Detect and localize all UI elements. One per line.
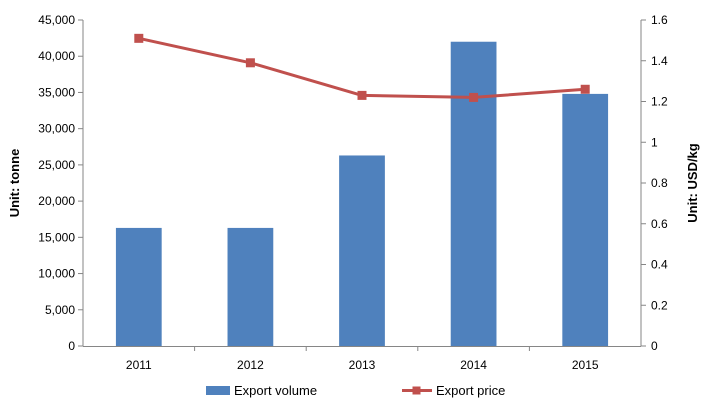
line-series: [134, 33, 590, 102]
legend-swatch-export-volume: [206, 386, 230, 395]
y-axis-right-title: Unit: USD/kg: [685, 143, 700, 223]
point-export-price: [469, 92, 479, 102]
y-axis-left-title: Unit: tonne: [7, 149, 22, 218]
y-right-tick-label: 1.6: [651, 13, 668, 27]
x-tick-label: 2015: [572, 358, 599, 372]
y-right-tick-label: 0: [651, 339, 658, 353]
point-export-price: [357, 90, 367, 100]
left-axis-ticks: 0 5,000 10,000 15,000 20,000 25,000 30,000 35,0…: [38, 13, 83, 353]
point-export-price: [134, 33, 144, 43]
y-left-tick-label: 5,000: [45, 303, 75, 317]
y-right-tick-label: 1.4: [651, 54, 668, 68]
bar-export-volume: [115, 227, 162, 346]
y-left-tick-label: 0: [68, 339, 75, 353]
x-tick-label: 2013: [349, 358, 376, 372]
y-left-tick-label: 35,000: [38, 85, 75, 99]
legend-label-export-volume: Export volume: [234, 383, 317, 398]
y-left-tick-label: 25,000: [38, 158, 75, 172]
y-right-tick-label: 0.4: [651, 258, 668, 272]
bar-export-volume: [339, 155, 385, 346]
bar-series: [115, 41, 609, 346]
line-export-price: [138, 36, 586, 99]
x-axis-ticks: 2011 2012 2013 2014 2015: [126, 346, 599, 372]
y-left-tick-label: 40,000: [38, 49, 75, 63]
y-left-tick-label: 15,000: [38, 230, 75, 244]
y-left-tick-label: 10,000: [38, 267, 75, 281]
bar-export-volume: [227, 227, 274, 346]
y-right-tick-label: 1.2: [651, 95, 668, 109]
legend-label-export-price: Export price: [436, 383, 505, 398]
y-right-tick-label: 0.8: [651, 176, 668, 190]
y-right-tick-label: 0.6: [651, 217, 668, 231]
x-tick-label: 2012: [237, 358, 264, 372]
bar-export-volume: [562, 93, 609, 346]
y-left-tick-label: 20,000: [38, 194, 75, 208]
x-tick-label: 2011: [126, 358, 152, 372]
legend: Export volume Export price: [206, 383, 505, 398]
y-left-tick-label: 30,000: [38, 122, 75, 136]
y-right-tick-label: 0.2: [651, 298, 668, 312]
y-left-tick-label: 45,000: [38, 13, 75, 27]
axes: [82, 20, 642, 347]
y-right-tick-label: 1: [651, 135, 658, 149]
legend-swatch-export-price-marker: [412, 386, 421, 395]
point-export-price: [245, 58, 255, 68]
bar-export-volume: [450, 41, 497, 346]
right-axis-ticks: 0 0.2 0.4 0.6 0.8 1 1.2 1.4 1.6: [641, 13, 668, 353]
x-tick-label: 2014: [460, 358, 487, 372]
point-export-price: [580, 84, 590, 94]
